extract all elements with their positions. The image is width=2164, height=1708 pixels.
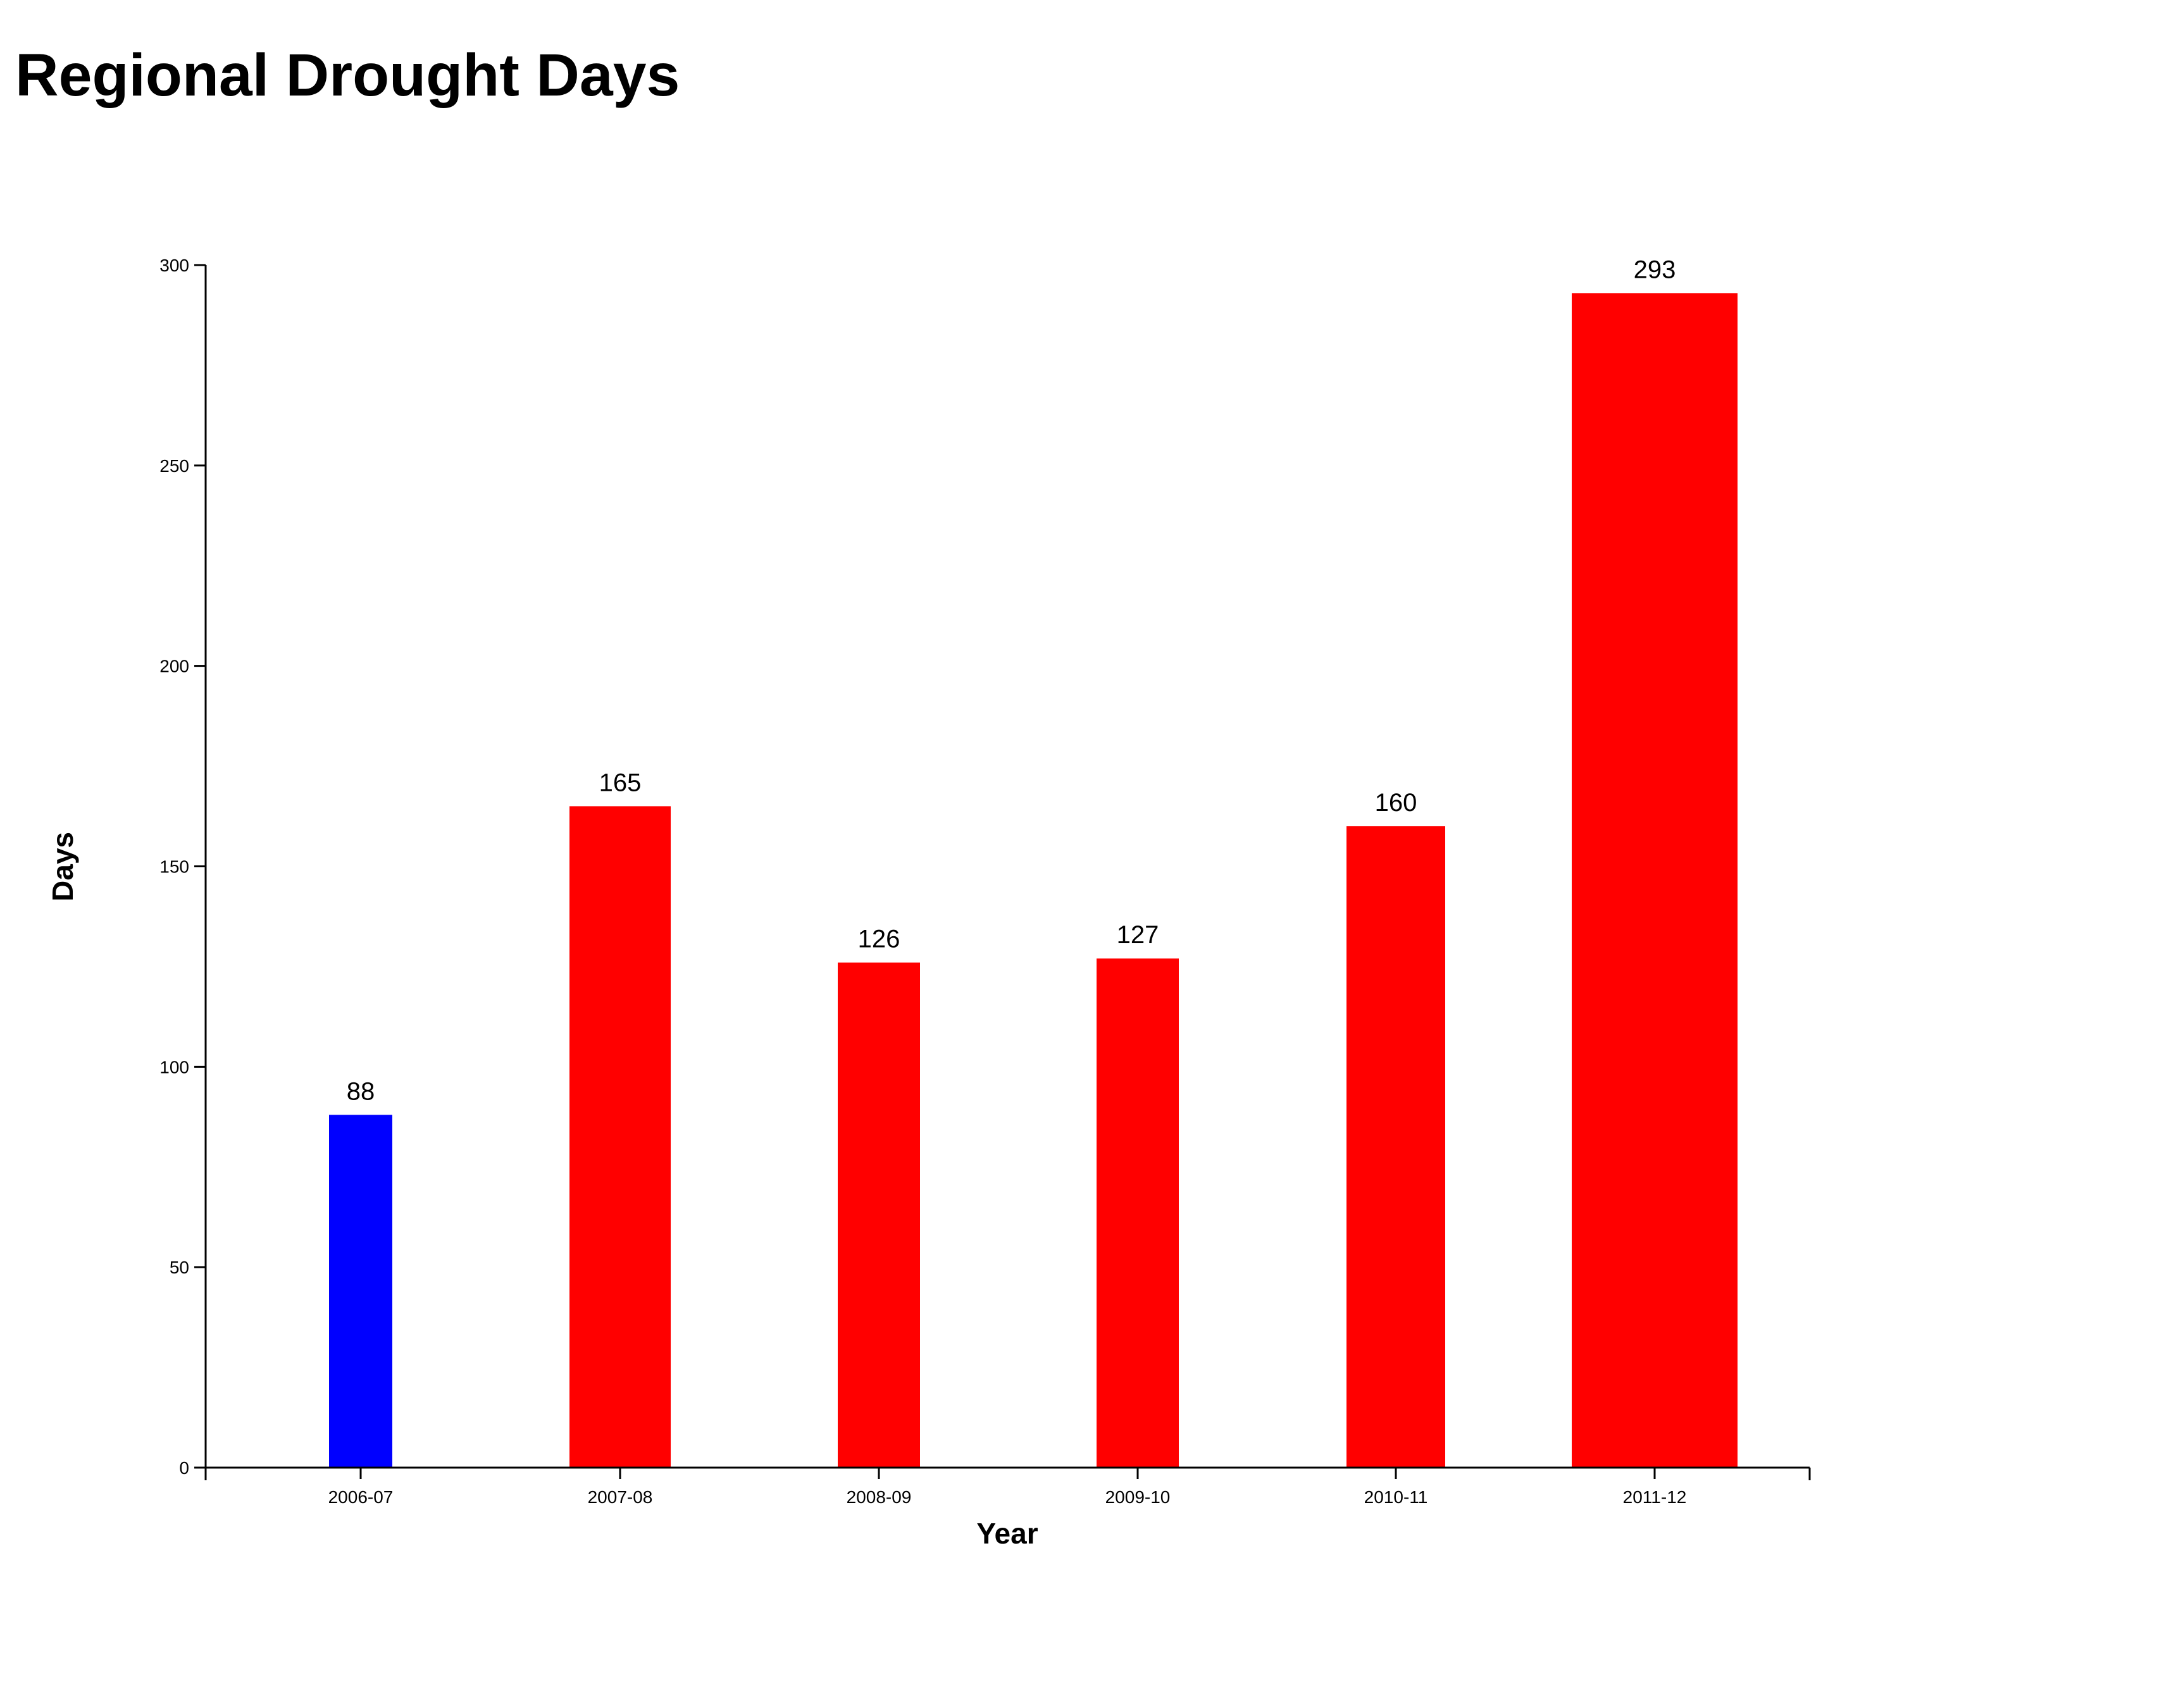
- bar-2007-08: [569, 806, 671, 1468]
- y-tick-label-250: 250: [159, 456, 189, 476]
- x-tick-label-2008-09: 2008-09: [847, 1487, 912, 1507]
- y-tick-label-50: 50: [170, 1258, 189, 1277]
- bar-2008-09: [838, 962, 920, 1468]
- x-axis-title: Year: [976, 1517, 1038, 1550]
- y-axis-title: Days: [46, 832, 79, 901]
- bar-2010-11: [1346, 826, 1445, 1468]
- y-axis: 0 50 100 150 200 250 300: [159, 256, 207, 1478]
- y-tick-label-300: 300: [159, 256, 189, 275]
- value-label-2008-09: 126: [858, 925, 900, 953]
- x-tick-label-2010-11: 2010-11: [1364, 1487, 1428, 1507]
- value-labels-layer: 88 165 126 127 160 293: [347, 256, 1676, 1105]
- y-tick-label-0: 0: [179, 1458, 189, 1478]
- bar-2011-12: [1572, 293, 1738, 1468]
- bars-layer: [329, 293, 1738, 1468]
- value-label-2010-11: 160: [1375, 789, 1417, 817]
- x-tick-label-2011-12: 2011-12: [1623, 1487, 1687, 1507]
- x-tick-label-2009-10: 2009-10: [1105, 1487, 1171, 1507]
- bar-2006-07: [329, 1115, 392, 1468]
- x-tick-label-2006-07: 2006-07: [328, 1487, 394, 1507]
- value-label-2011-12: 293: [1634, 256, 1676, 283]
- bar-2009-10: [1097, 958, 1179, 1468]
- y-tick-label-100: 100: [159, 1057, 189, 1077]
- x-tick-label-2007-08: 2007-08: [588, 1487, 653, 1507]
- x-axis: 2006-07 2007-08 2008-09 2009-10 2010-11 2011-…: [204, 1466, 1811, 1507]
- y-tick-label-150: 150: [159, 857, 189, 877]
- chart-title: Regional Drought Days: [15, 42, 680, 109]
- y-tick-label-200: 200: [159, 657, 189, 676]
- value-label-2007-08: 165: [599, 769, 642, 796]
- value-label-2006-07: 88: [347, 1077, 375, 1105]
- value-label-2009-10: 127: [1117, 921, 1159, 949]
